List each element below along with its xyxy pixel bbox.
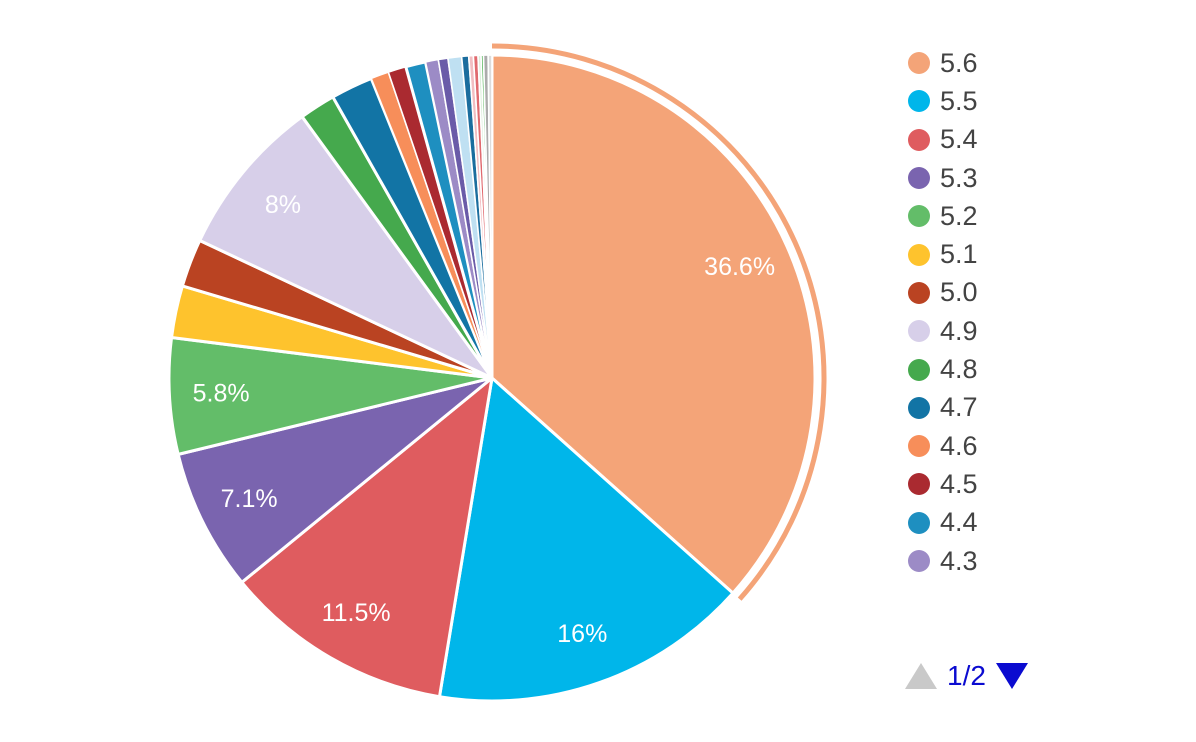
legend-label: 5.2 — [940, 200, 978, 231]
legend-label: 4.7 — [940, 392, 978, 423]
slice-label: 16% — [557, 620, 607, 648]
legend-item-5.5[interactable]: 5.5 — [908, 82, 978, 120]
legend-marker — [908, 511, 930, 534]
legend-marker — [908, 473, 930, 496]
legend-item-4.3[interactable]: 4.3 — [908, 542, 978, 580]
pie-slice-5.5[interactable] — [437, 376, 735, 703]
legend: 5.6 5.5 5.4 5.3 5.2 5.1 5.0 4.9 4.8 4.7 4.6 4.5 4.4 4… — [908, 44, 978, 580]
legend-marker — [908, 205, 930, 228]
legend-item-5.0[interactable]: 5.0 — [908, 274, 978, 312]
legend-label: 4.6 — [940, 430, 978, 461]
legend-marker — [908, 90, 930, 113]
legend-marker — [908, 52, 930, 75]
slice-label: 7.1% — [221, 485, 278, 513]
pie-slice-small-22[interactable] — [487, 54, 493, 379]
pie-slice-5.3[interactable] — [176, 376, 494, 584]
legend-item-5.6[interactable]: 5.6 — [908, 44, 978, 82]
legend-page-indicator: 1/2 — [947, 660, 986, 691]
legend-next-page-button[interactable] — [995, 663, 1028, 689]
legend-marker — [908, 435, 930, 458]
legend-label: 4.5 — [940, 468, 978, 499]
legend-label: 5.4 — [940, 124, 978, 155]
legend-prev-page-button[interactable] — [905, 663, 937, 689]
legend-label: 5.0 — [940, 277, 978, 308]
legend-label: 5.1 — [940, 239, 978, 270]
legend-item-4.8[interactable]: 4.8 — [908, 350, 978, 388]
legend-label: 5.3 — [940, 162, 978, 193]
legend-label: 4.8 — [940, 354, 978, 385]
legend-marker — [908, 396, 930, 419]
slice-label: 36.6% — [704, 253, 775, 281]
legend-item-4.7[interactable]: 4.7 — [908, 389, 978, 427]
selected-slice-ring — [491, 43, 827, 601]
pie-slice-4.9[interactable] — [198, 115, 494, 380]
legend-label: 5.6 — [940, 47, 978, 78]
legend-item-5.4[interactable]: 5.4 — [908, 121, 978, 159]
pie-slice-5.4[interactable] — [240, 376, 494, 699]
slice-label: 5.8% — [193, 379, 250, 407]
legend-label: 4.9 — [940, 315, 978, 346]
legend-item-4.9[interactable]: 4.9 — [908, 312, 978, 350]
legend-marker — [908, 128, 930, 151]
legend-item-5.2[interactable]: 5.2 — [908, 197, 978, 235]
pie-slice-5.6[interactable] — [490, 53, 817, 595]
legend-label: 5.5 — [940, 85, 978, 116]
legend-item-5.1[interactable]: 5.1 — [908, 235, 978, 273]
legend-marker — [908, 167, 930, 190]
legend-marker — [908, 358, 930, 381]
slice-label: 8% — [265, 191, 301, 219]
legend-marker — [908, 550, 930, 572]
legend-item-5.3[interactable]: 5.3 — [908, 159, 978, 197]
legend-pager: 1/2 — [905, 662, 1028, 690]
legend-item-4.5[interactable]: 4.5 — [908, 465, 978, 503]
legend-label: 4.3 — [940, 545, 978, 576]
legend-marker — [908, 281, 930, 304]
legend-marker — [908, 243, 930, 266]
legend-item-4.6[interactable]: 4.6 — [908, 427, 978, 465]
legend-marker — [908, 320, 930, 343]
legend-label: 4.4 — [940, 507, 978, 538]
slice-label: 11.5% — [322, 599, 391, 627]
legend-item-4.4[interactable]: 4.4 — [908, 504, 978, 542]
